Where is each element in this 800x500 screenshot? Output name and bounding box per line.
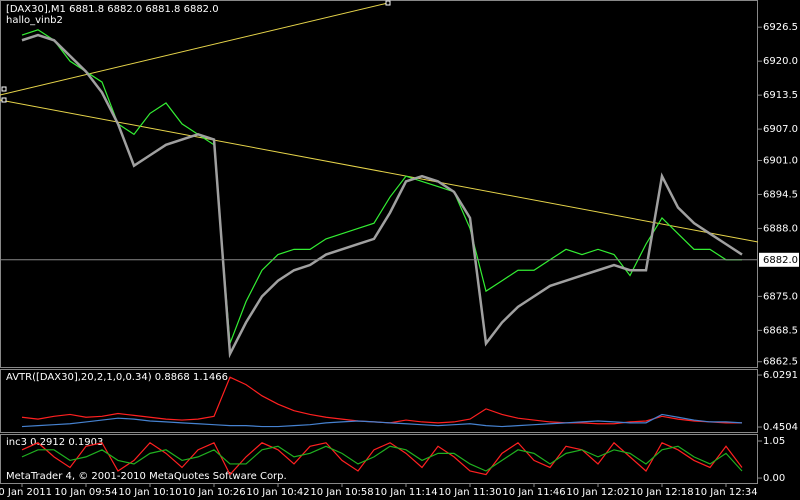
y-tick-label: 0.4504 xyxy=(763,422,798,433)
series-line xyxy=(21,29,742,344)
x-tick-label: 10 Jan 12:34 xyxy=(694,487,757,498)
anchor xyxy=(1,86,7,92)
x-tick-label: 10 Jan 10:58 xyxy=(310,487,373,498)
panel-title: AVTR([DAX30],20,2,1,0,0.34) 0.8868 1.146… xyxy=(6,372,228,383)
x-tick-label: 10 Jan 11:46 xyxy=(502,487,565,498)
y-tick-label: 0.00 xyxy=(763,473,785,484)
y-tick-label: 6926.5 xyxy=(763,22,798,33)
y-tick-label: 1.05 xyxy=(763,436,785,447)
y-tick-label: 6875.0 xyxy=(763,291,798,302)
panel-frame xyxy=(0,434,758,484)
y-tick-label: 6862.5 xyxy=(763,357,798,368)
y-tick-label: 6894.5 xyxy=(763,189,798,200)
anchor xyxy=(385,0,391,6)
x-tick-label: 10 Jan 10:26 xyxy=(182,487,245,498)
chart-title: [DAX30],M1 6881.8 6882.0 6881.8 6882.0 xyxy=(6,4,219,15)
series-line xyxy=(21,413,743,428)
y-tick-label: 6.0291 xyxy=(763,370,798,381)
series-line xyxy=(21,445,743,472)
footer: MetaTrader 4, © 2001-2010 MetaQuotes Sof… xyxy=(6,471,287,482)
chart-subtitle: hallo_vinb2 xyxy=(6,15,63,26)
y-tick-label: 6888.0 xyxy=(763,223,798,234)
current-price-box xyxy=(759,252,799,267)
y-tick-label: 6920.0 xyxy=(763,56,798,67)
trend-line xyxy=(0,99,759,243)
y-tick-label: 6913.5 xyxy=(763,90,798,101)
x-tick-label: 10 Jan 12:18 xyxy=(630,487,693,498)
x-tick-label: 10 Jan 10:42 xyxy=(246,487,309,498)
panel-frame xyxy=(0,0,758,368)
y-tick-label: 6907.0 xyxy=(763,124,798,135)
current-price-label: 6882.0 xyxy=(763,255,798,266)
anchor xyxy=(1,97,7,103)
series-line xyxy=(21,33,743,359)
y-tick-label: 6868.5 xyxy=(763,325,798,336)
panel-title: inc3 0.2912 0.1903 xyxy=(6,437,103,448)
panel-frame xyxy=(0,369,758,433)
x-tick-label: 10 Jan 11:30 xyxy=(438,487,501,498)
series-line xyxy=(21,441,743,476)
trend-line xyxy=(0,2,389,96)
x-tick-label: 10 Jan 09:54 xyxy=(54,487,117,498)
x-tick-label: 10 Jan 11:14 xyxy=(374,487,437,498)
x-tick-label: 10 Jan 12:02 xyxy=(566,487,629,498)
x-tick-label: 10 Jan 2011 xyxy=(0,487,52,498)
y-tick-label: 6901.0 xyxy=(763,155,798,166)
x-tick-label: 10 Jan 10:10 xyxy=(118,487,181,498)
